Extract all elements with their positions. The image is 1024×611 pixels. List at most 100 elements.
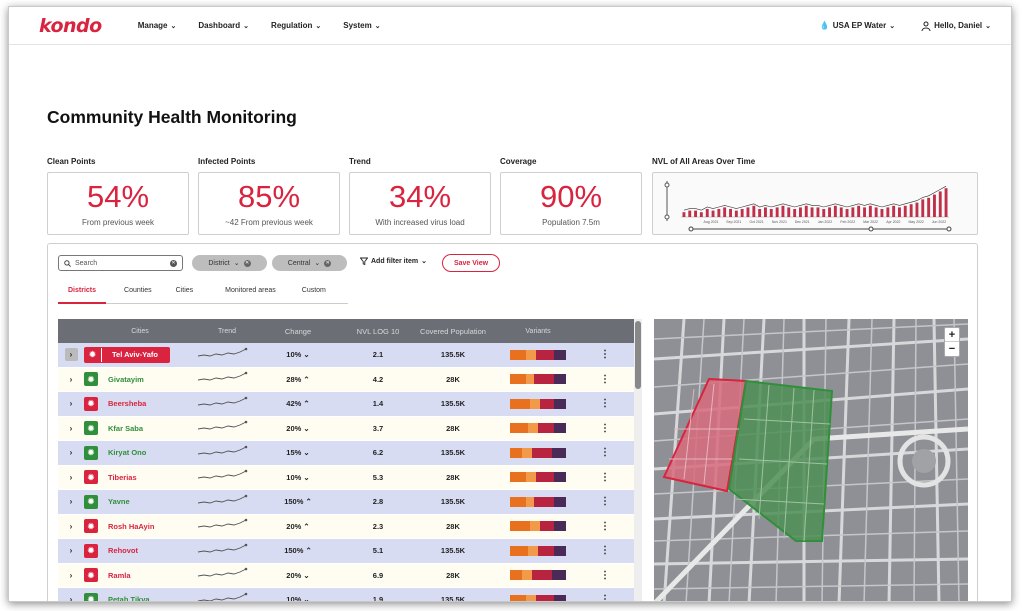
- filter-chip-central[interactable]: Central ⌄ ✕: [272, 255, 347, 271]
- row-menu-icon[interactable]: ⋮: [600, 520, 610, 532]
- nav-manage[interactable]: Manage ⌄: [137, 21, 177, 30]
- table-row[interactable]: › ✹ Rosh HaAyin 20% ⌃ 2.3 28K ⋮: [58, 514, 642, 539]
- row-menu-icon[interactable]: ⋮: [600, 594, 610, 602]
- nvl-chart-card[interactable]: Aug 2021 Sep 2021 Oct 2021 Nov 2021 Dec 2021…: [652, 172, 978, 235]
- table-row[interactable]: › ✹ Rehovot 150% ⌃ 5.1 135.5K ⋮: [58, 539, 642, 564]
- zoom-out-button[interactable]: −: [948, 343, 956, 355]
- y-range-handle[interactable]: [664, 182, 670, 188]
- nvl-bar-chart: Aug 2021 Sep 2021 Oct 2021 Nov 2021 Dec 2021…: [664, 181, 952, 232]
- table-row[interactable]: › ✹ Yavne 150% ⌃ 2.8 135.5K ⋮: [58, 490, 642, 515]
- table-row[interactable]: › ✹ Ramla 20% ⌄ 6.9 28K ⋮: [58, 563, 642, 588]
- variant-segment: [532, 447, 552, 458]
- kpi-card[interactable]: 54% From previous week: [47, 172, 189, 235]
- remove-chip-icon[interactable]: ✕: [243, 259, 251, 267]
- add-filter-button[interactable]: Add filter item ⌄: [360, 257, 427, 265]
- nvl-bar: [863, 207, 866, 217]
- site-selector[interactable]: 💧 USA EP Water ⌄: [819, 21, 896, 30]
- table-row[interactable]: › ✹ Tiberias 10% ⌄ 5.3 28K ⋮: [58, 465, 642, 490]
- col-nvl[interactable]: NVL LOG 10: [356, 326, 400, 336]
- expand-row-icon[interactable]: ›: [69, 595, 73, 602]
- table-row[interactable]: › ✹ Kiryat Ono 15% ⌄ 6.2 135.5K ⋮: [58, 441, 642, 466]
- city-cell[interactable]: ✹ Tel Aviv-Yafo: [84, 346, 170, 363]
- tab-cities[interactable]: Cities: [175, 287, 194, 294]
- nav-regulation[interactable]: Regulation ⌄: [271, 21, 322, 30]
- row-menu-icon[interactable]: ⋮: [600, 569, 610, 581]
- expand-row-icon[interactable]: ›: [69, 399, 73, 409]
- city-cell[interactable]: ✹ Rehovot: [84, 543, 196, 559]
- nvl-bar: [886, 207, 890, 217]
- expand-row-icon[interactable]: ›: [64, 348, 78, 362]
- time-range-handle[interactable]: [688, 226, 694, 232]
- table-row[interactable]: › ✹ Petah Tikva 10% ⌄ 1.9 135.5K ⋮: [58, 588, 642, 602]
- district-map[interactable]: + −: [654, 319, 968, 601]
- city-cell[interactable]: ✹ Kfar Saba: [84, 420, 196, 436]
- expand-row-icon[interactable]: ›: [69, 423, 73, 433]
- time-range-handle[interactable]: [946, 226, 952, 232]
- time-range-handle[interactable]: [868, 226, 874, 232]
- expand-row-icon[interactable]: ›: [69, 448, 73, 458]
- variant-segment: [552, 570, 566, 581]
- kpi-card[interactable]: 90% Population 7.5m: [500, 172, 642, 235]
- search-input[interactable]: Search ✕: [58, 255, 183, 271]
- table-row[interactable]: › ✹ Kfar Saba 20% ⌄ 3.7 28K ⋮: [58, 416, 642, 441]
- chevron-down-icon: ⌄: [233, 260, 240, 267]
- tab-counties[interactable]: Counties: [124, 287, 152, 294]
- scroll-thumb[interactable]: [635, 321, 641, 389]
- nvl-value: 5.3: [372, 472, 384, 482]
- table-row[interactable]: › ✹ Beersheba 42% ⌃ 1.4 135.5K ⋮: [58, 392, 642, 417]
- filter-chip-district[interactable]: District ⌄ ✕: [192, 255, 267, 271]
- table-row[interactable]: › ✹ Givatayim 28% ⌃ 4.2 28K ⋮: [58, 367, 642, 392]
- nvl-bar: [851, 207, 855, 217]
- search-icon: [64, 259, 71, 267]
- user-menu[interactable]: Hello, Daniel ⌄: [921, 21, 991, 31]
- city-cell[interactable]: ✹ Kiryat Ono: [84, 445, 196, 461]
- city-cell[interactable]: ✹ Yavne: [84, 494, 196, 510]
- remove-chip-icon[interactable]: ✕: [324, 259, 332, 267]
- col-variants[interactable]: Variants: [525, 327, 551, 335]
- zoom-in-button[interactable]: +: [945, 328, 959, 342]
- variant-segment: [530, 398, 540, 409]
- kpi-card[interactable]: 85% ~42 From previous week: [198, 172, 340, 235]
- table-row[interactable]: › ✹ Tel Aviv-Yafo 10% ⌄ 2.1 135.5K ⋮: [58, 343, 642, 368]
- row-menu-icon[interactable]: ⋮: [600, 422, 610, 434]
- col-trend[interactable]: Trend: [217, 327, 237, 335]
- tab-monitored-areas[interactable]: Monitored areas: [225, 287, 276, 294]
- kpi-card[interactable]: 34% With increased virus load: [349, 172, 491, 235]
- tab-districts[interactable]: Districts: [58, 284, 107, 304]
- clear-search-icon[interactable]: ✕: [170, 259, 177, 267]
- nav-system[interactable]: System ⌄: [343, 21, 381, 30]
- y-range-handle[interactable]: [664, 214, 670, 220]
- col-population[interactable]: Covered Population: [420, 326, 486, 336]
- row-menu-icon[interactable]: ⋮: [600, 496, 610, 508]
- expand-row-icon[interactable]: ›: [69, 521, 73, 531]
- kondo-logo[interactable]: kondo: [39, 14, 102, 37]
- city-cell[interactable]: ✹ Beersheba: [84, 396, 196, 412]
- row-menu-icon[interactable]: ⋮: [600, 471, 610, 483]
- nav-dashboard[interactable]: Dashboard ⌄: [198, 21, 250, 30]
- nvl-value: 6.9: [372, 570, 384, 580]
- row-menu-icon[interactable]: ⋮: [600, 373, 610, 385]
- nvl-bar: [694, 210, 697, 217]
- expand-row-icon[interactable]: ›: [69, 546, 73, 556]
- city-cell[interactable]: ✹ Tiberias: [84, 469, 196, 485]
- expand-row-icon[interactable]: ›: [69, 374, 73, 384]
- col-cities[interactable]: Cities: [131, 327, 149, 335]
- city-cell[interactable]: ✹ Petah Tikva: [84, 592, 196, 601]
- chevron-down-icon: ⌄: [170, 22, 177, 30]
- row-menu-icon[interactable]: ⋮: [600, 349, 610, 361]
- save-view-button[interactable]: Save View: [442, 254, 500, 272]
- table-scrollbar[interactable]: [634, 319, 642, 601]
- city-cell[interactable]: ✹ Givatayim: [84, 371, 196, 387]
- city-name: Tiberias: [108, 472, 137, 482]
- row-menu-icon[interactable]: ⋮: [600, 545, 610, 557]
- row-menu-icon[interactable]: ⋮: [600, 398, 610, 410]
- city-cell[interactable]: ✹ Rosh HaAyin: [84, 518, 196, 534]
- tab-custom[interactable]: Custom: [301, 287, 326, 294]
- expand-row-icon[interactable]: ›: [69, 472, 73, 482]
- col-change[interactable]: Change: [284, 326, 312, 336]
- x-tick-label: Nov 2021: [772, 220, 787, 224]
- row-menu-icon[interactable]: ⋮: [600, 447, 610, 459]
- city-cell[interactable]: ✹ Ramla: [84, 567, 196, 583]
- expand-row-icon[interactable]: ›: [69, 497, 73, 507]
- expand-row-icon[interactable]: ›: [69, 570, 73, 580]
